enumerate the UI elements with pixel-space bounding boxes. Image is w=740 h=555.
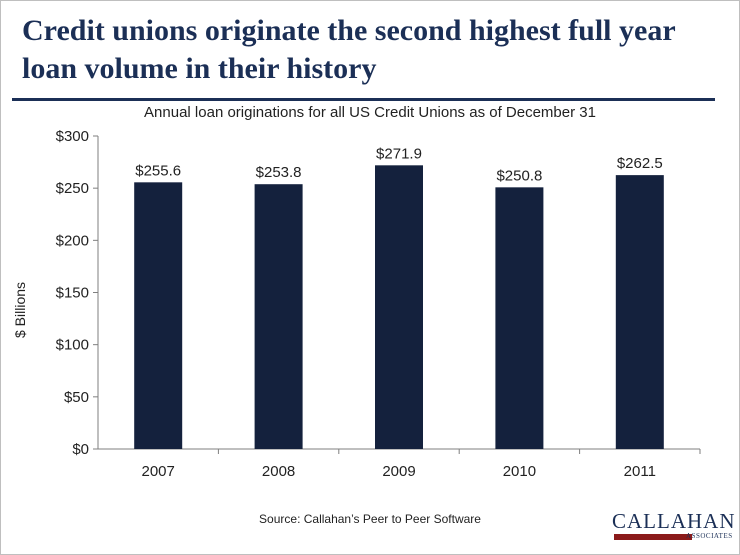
x-tick-label: 2008 (262, 463, 295, 480)
logo-subtext: ASSOCIATES (686, 532, 733, 540)
x-tick-label: 2010 (503, 463, 536, 480)
x-tick-label: 2011 (624, 463, 656, 480)
x-tick-label: 2007 (142, 463, 175, 480)
y-tick-label: $200 (56, 232, 89, 249)
x-tick-label: 2009 (382, 463, 415, 480)
callahan-logo: CALLAHAN ASSOCIATES (612, 509, 736, 546)
bar (134, 182, 183, 449)
slide-title: Credit unions originate the second highe… (22, 14, 676, 85)
data-label: $250.8 (496, 167, 542, 184)
y-tick-label: $250 (56, 180, 89, 197)
bar (254, 184, 303, 449)
title-divider (12, 98, 715, 101)
logo-name: CALLAHAN (612, 509, 736, 533)
logo-bar (614, 534, 692, 540)
bar (495, 187, 544, 449)
data-label: $262.5 (617, 155, 663, 172)
chart-title: Annual loan originations for all US Cred… (144, 104, 596, 121)
y-tick-label: $300 (56, 128, 89, 145)
data-label: $271.9 (376, 145, 422, 162)
y-tick-label: $0 (72, 441, 89, 458)
y-tick-label: $150 (56, 285, 89, 302)
y-tick-label: $50 (64, 389, 89, 406)
bar (375, 165, 423, 449)
y-tick-label: $100 (56, 337, 89, 354)
data-label: $253.8 (256, 164, 302, 181)
data-label: $255.6 (135, 162, 181, 179)
source-note: Source: Callahan’s Peer to Peer Software (259, 512, 481, 526)
bar (615, 175, 664, 449)
